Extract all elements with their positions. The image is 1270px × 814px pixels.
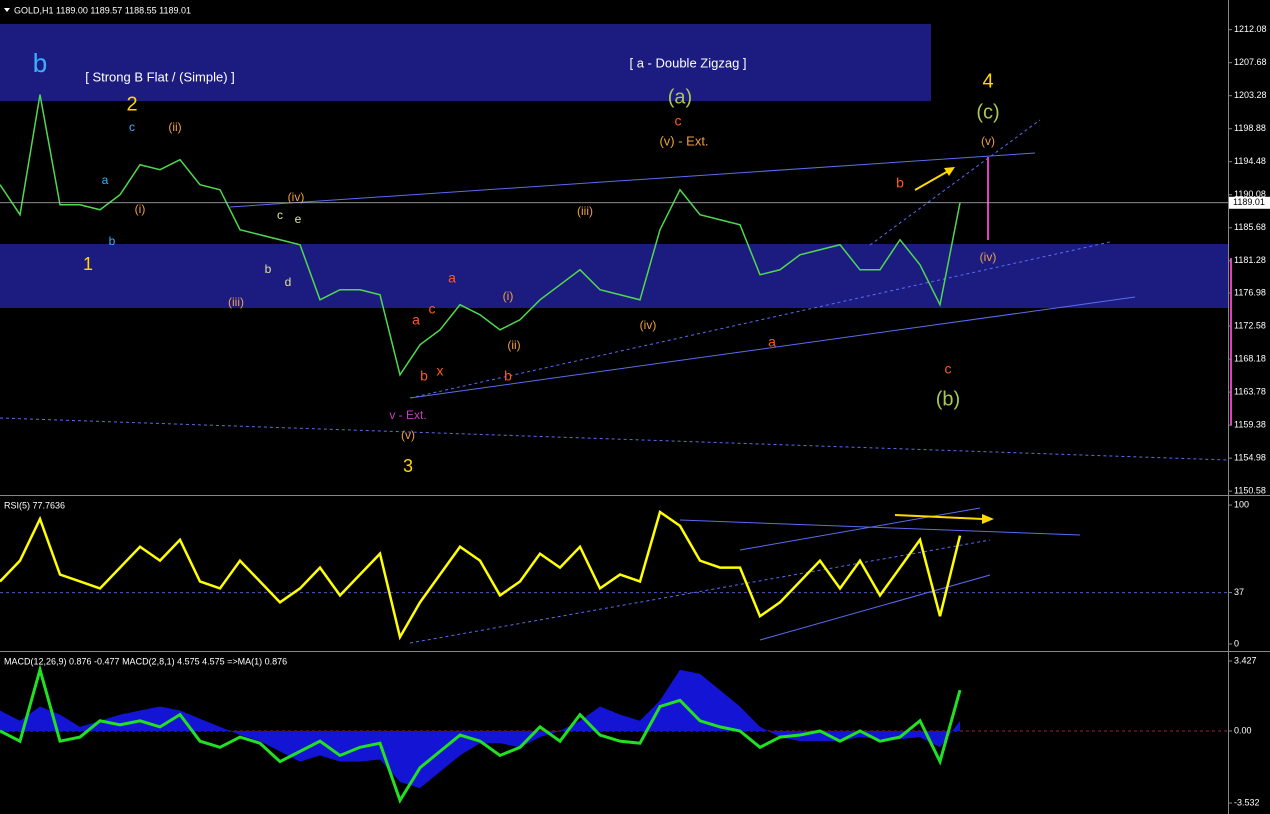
y-tick-label: 1212.08	[1234, 24, 1267, 34]
wave-label: (iv)	[980, 250, 997, 264]
y-tick-label: 1190.08	[1234, 189, 1266, 199]
y-tick-label: 1159.38	[1234, 419, 1266, 429]
wave-label: 3	[403, 456, 413, 476]
trend-lines	[0, 119, 1229, 644]
price-tag	[1229, 196, 1270, 209]
y-tick-label: 1150.58	[1234, 486, 1266, 496]
y-tick-label: 1203.28	[1234, 90, 1267, 100]
wave-label: c	[945, 361, 952, 377]
wave-label: x	[437, 363, 444, 379]
y-tick-label: 1163.78	[1234, 386, 1266, 396]
trend-line	[409, 296, 1136, 399]
y-tick-label: 1176.98	[1234, 287, 1266, 297]
wave-label: a	[412, 312, 420, 328]
wave-label: e	[295, 212, 302, 226]
series-line	[0, 509, 962, 641]
y-tick-label: 1185.68	[1234, 222, 1266, 232]
trend-line	[739, 507, 981, 551]
wave-label: b	[33, 48, 47, 78]
y-tick-label: 1181.28	[1234, 255, 1266, 265]
wave-label: (v) - Ext.	[659, 133, 708, 148]
wave-label: v - Ext.	[389, 408, 426, 422]
arrow-head	[944, 167, 955, 176]
wave-label: (i)	[135, 202, 146, 216]
wave-label: b	[420, 368, 428, 384]
y-tick-label: 100	[1234, 499, 1249, 509]
macd-line	[0, 664, 962, 804]
menu-icon	[4, 8, 10, 12]
price-label: 1189.01	[1233, 197, 1265, 207]
trend-line	[0, 417, 1229, 461]
signal-area	[0, 669, 960, 789]
y-tick-label: 37	[1234, 587, 1244, 597]
y-tick-label: 3.427	[1234, 655, 1257, 665]
wave-label: (i)	[503, 289, 514, 303]
wave-label: (ii)	[168, 120, 181, 134]
wave-label: c	[429, 301, 436, 317]
zone-band	[0, 244, 1228, 308]
zone-band	[0, 24, 931, 101]
trend-line	[759, 574, 991, 641]
wave-label: d	[285, 275, 292, 289]
chart-title: GOLD,H1 1189.00 1189.57 1188.55 1189.01	[14, 5, 191, 15]
trend-line	[229, 152, 1036, 208]
wave-label: a	[102, 173, 109, 187]
arrow	[914, 169, 951, 191]
wave-label: b	[265, 262, 272, 276]
trend-line	[409, 539, 991, 644]
y-tick-label: 0	[1234, 638, 1239, 648]
wave-label: c	[129, 120, 135, 134]
wave-label: (iii)	[228, 295, 244, 309]
y-tick-label: 1172.58	[1234, 320, 1266, 330]
wave-label: [ Strong B Flat / (Simple) ]	[85, 69, 235, 84]
arrow-head	[982, 514, 994, 524]
wave-label: (iv)	[288, 190, 305, 204]
wave-label: (c)	[976, 101, 999, 123]
wave-label: [ a - Double Zigzag ]	[629, 55, 746, 70]
wave-label: 2	[126, 93, 137, 115]
wave-label: 4	[982, 70, 993, 92]
wave-label: b	[504, 368, 512, 384]
wave-label: b	[109, 234, 116, 248]
wave-label: (ii)	[507, 338, 520, 352]
trend-line	[869, 119, 1041, 246]
trend-line	[679, 519, 1081, 536]
wave-label: (v)	[981, 134, 995, 148]
wave-label: b	[896, 175, 904, 191]
wave-label: (iii)	[577, 204, 593, 218]
y-tick-label: 0.00	[1234, 725, 1252, 735]
wave-label: c	[277, 208, 283, 222]
rsi-title: RSI(5) 77.7636	[4, 500, 65, 510]
y-tick-label: 1154.98	[1234, 453, 1266, 463]
macd-title: MACD(12,26,9) 0.876 -0.477 MACD(2,8,1) 4…	[4, 656, 287, 666]
wave-label: (v)	[401, 428, 415, 442]
wave-label: (iv)	[640, 318, 657, 332]
wave-label: (a)	[668, 86, 692, 108]
wave-label: a	[768, 334, 776, 350]
series-line	[0, 94, 961, 377]
y-tick-label: 1207.68	[1234, 57, 1267, 67]
y-tick-label: 1198.88	[1234, 123, 1266, 133]
wave-label: (b)	[936, 388, 960, 410]
y-tick-label: -3.532	[1234, 797, 1260, 807]
y-tick-label: 1168.18	[1234, 353, 1266, 363]
wave-label: 1	[83, 254, 93, 274]
y-tick-label: 1194.48	[1234, 156, 1266, 166]
arrow	[894, 514, 984, 520]
wave-label: a	[448, 270, 456, 286]
wave-label: c	[675, 113, 682, 129]
